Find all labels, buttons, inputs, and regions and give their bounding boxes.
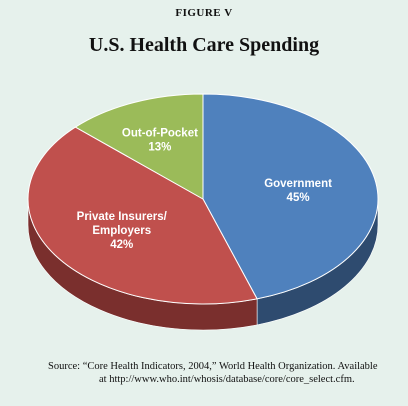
pie-label-2: Out-of-Pocket 13% bbox=[122, 127, 198, 153]
pie-labels: Government 45% Private Insurers/Employers 4… bbox=[77, 127, 332, 251]
pie-slice-1 bbox=[27, 126, 258, 305]
pie-label-1-line-1: Employers bbox=[92, 225, 151, 237]
source-line-2: at http://www.who.int/whosis/database/co… bbox=[99, 374, 355, 385]
pie-label-2-line-0: Out-of-Pocket bbox=[122, 127, 198, 139]
pie-label-1-line-0: Private Insurers/ bbox=[77, 211, 168, 223]
pie-label-1-line-2: 42% bbox=[110, 239, 133, 251]
pie-label-1: Private Insurers/Employers 42% bbox=[77, 211, 168, 251]
source-note: Source: “Core Health Indicators, 2004,” … bbox=[48, 360, 388, 386]
pie-label-0: Government 45% bbox=[264, 178, 332, 204]
pie-label-0-line-1: 45% bbox=[287, 192, 310, 204]
pie-slice-0 bbox=[202, 93, 379, 300]
chart-title: U.S. Health Care Spending bbox=[88, 34, 320, 56]
pie-label-2-line-1: 13% bbox=[148, 141, 171, 153]
figure-label: FIGURE V bbox=[175, 7, 233, 19]
pie-label-0-line-0: Government bbox=[264, 178, 332, 190]
pie-slices bbox=[27, 93, 379, 305]
pie-slice-2 bbox=[74, 93, 204, 200]
source-line-1: Source: “Core Health Indicators, 2004,” … bbox=[48, 361, 378, 372]
